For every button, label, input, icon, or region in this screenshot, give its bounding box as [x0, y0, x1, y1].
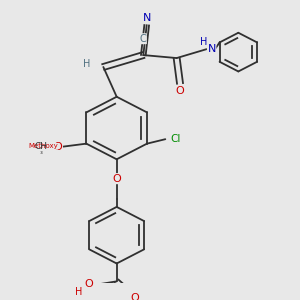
Text: O: O	[176, 86, 184, 96]
Text: H: H	[83, 59, 90, 69]
Text: O: O	[84, 279, 93, 289]
Text: N: N	[142, 13, 151, 23]
Text: N: N	[208, 44, 216, 54]
Text: Methoxy: Methoxy	[28, 143, 58, 149]
Text: H: H	[200, 37, 207, 47]
Text: O: O	[112, 174, 121, 184]
Text: ₃: ₃	[40, 149, 43, 155]
Text: H: H	[75, 287, 82, 297]
Text: Cl: Cl	[170, 134, 181, 144]
Text: O: O	[130, 293, 140, 300]
Text: CH: CH	[35, 142, 48, 151]
Text: O: O	[54, 142, 62, 152]
Text: C: C	[140, 34, 146, 44]
